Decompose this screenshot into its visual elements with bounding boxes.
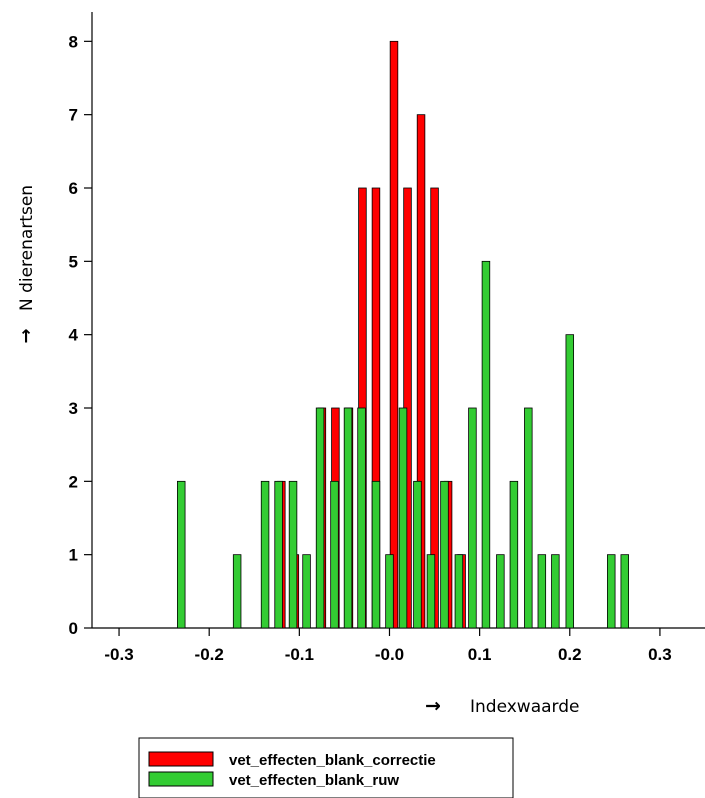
legend: vet_effecten_blank_correctie vet_effecte… [138,737,514,798]
bar-ruw-14 [426,554,436,629]
y-tick-label: 2 [69,472,78,491]
y-axis-label-group: N dierenartsen [17,185,37,311]
y-tick-label: 8 [69,32,78,51]
bar-ruw-11 [385,554,394,629]
y-tick-label: 4 [69,326,79,345]
bar-ruw-26 [620,554,630,629]
legend-swatch-ruw [148,771,214,787]
y-tick-label: 0 [69,619,78,638]
y-tick-label: 1 [69,546,78,565]
bars-layer [177,40,630,629]
x-tick-label: -0.0 [375,645,404,664]
bar-ruw-0 [177,480,186,629]
bar-ruw-22 [537,554,547,629]
bar-ruw-16 [454,554,464,629]
bar-ruw-15 [440,480,449,629]
bar-ruw-5 [302,554,311,629]
x-tick-label: 0.1 [468,645,492,664]
y-axis-label: N dierenartsen [17,185,37,311]
bar-ruw-19 [496,554,505,629]
y-tick-label: 6 [69,179,78,198]
y-tick-label: 5 [69,252,78,271]
bar-ruw-9 [357,407,366,629]
bar-ruw-20 [509,480,519,629]
x-tick-label: 0.3 [648,645,672,664]
bar-ruw-8 [343,407,353,629]
bar-ruw-23 [551,554,560,629]
bar-ruw-13 [413,480,422,629]
bar-ruw-12 [398,407,408,629]
bar-ruw-18 [481,260,491,629]
legend-box [138,737,514,798]
y-tick-label: 7 [69,106,78,125]
bar-ruw-24 [565,334,575,629]
x-tick-label: -0.1 [285,645,314,664]
bar-ruw-10 [371,480,381,629]
x-axis-label: Indexwaarde [470,697,579,717]
y-ticks: 0 1 2 3 4 5 6 7 8 [69,32,92,638]
x-tick-label: 0.2 [558,645,582,664]
x-tick-label: -0.2 [195,645,224,664]
bar-correctie-7 [389,40,399,629]
legend-swatch-correctie [148,751,214,767]
bar-ruw-3 [274,480,283,629]
bar-ruw-6 [315,407,325,629]
bar-ruw-4 [288,480,298,629]
x-tick-label: -0.3 [104,645,133,664]
bar-ruw-1 [232,554,242,629]
bar-ruw-21 [524,407,533,629]
x-ticks: -0.3 -0.2 -0.1 -0.0 0.1 0.2 0.3 [104,628,672,664]
bar-ruw-17 [468,407,477,629]
y-axis-arrow-icon: ↑ [18,326,33,347]
bar-ruw-2 [260,480,270,629]
bar-ruw-25 [607,554,616,629]
bar-ruw-7 [330,480,339,629]
legend-label-ruw: vet_effecten_blank_ruw [229,772,399,789]
y-tick-label: 3 [69,399,78,418]
x-axis-arrow-icon: → [425,695,441,717]
legend-label-correctie: vet_effecten_blank_correctie [229,752,436,769]
